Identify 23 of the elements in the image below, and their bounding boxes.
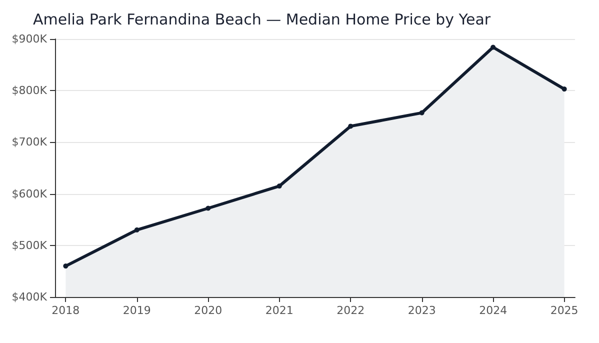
point bbox=[419, 110, 424, 116]
x-tick-label: 2023 bbox=[408, 304, 436, 317]
y-tick-label: $700K bbox=[12, 136, 48, 149]
x-tick-label: 2020 bbox=[194, 304, 222, 317]
point bbox=[206, 206, 211, 211]
point bbox=[134, 227, 140, 232]
y-tick-label: $800K bbox=[12, 84, 48, 98]
point bbox=[348, 124, 354, 129]
x-tick-label: 2025 bbox=[550, 304, 578, 317]
x-tick-label: 2022 bbox=[336, 304, 365, 317]
y-tick-label: $500K bbox=[12, 238, 48, 252]
chart-title: Amelia Park Fernandina Beach — Median Home Price by Year bbox=[33, 10, 492, 28]
y-tick-label: $900K bbox=[12, 32, 48, 46]
point bbox=[562, 86, 567, 92]
point bbox=[276, 184, 282, 189]
y-tick-label: $600K bbox=[12, 187, 48, 200]
point bbox=[490, 44, 496, 50]
x-tick-label: 2019 bbox=[122, 304, 151, 317]
x-tick-label: 2024 bbox=[479, 304, 508, 317]
y-tick-label: $400K bbox=[12, 290, 48, 304]
point bbox=[63, 264, 68, 269]
x-tick-label: 2018 bbox=[52, 304, 80, 317]
x-tick-label: 2021 bbox=[265, 304, 294, 317]
